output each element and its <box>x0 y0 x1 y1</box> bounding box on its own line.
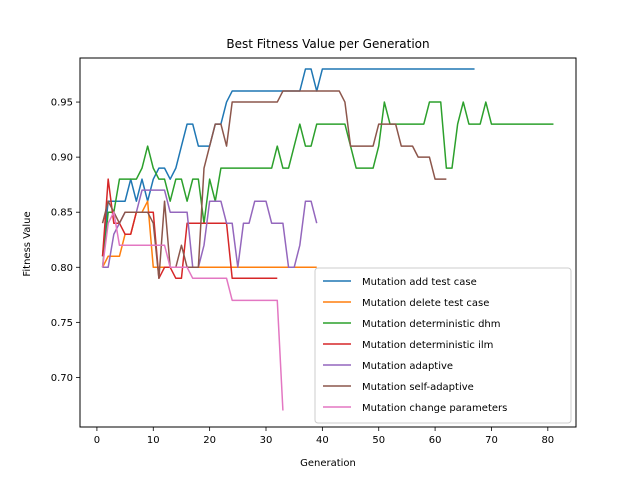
legend: Mutation add test case Mutation delete te… <box>314 267 572 424</box>
y-tick-label: 0.70 <box>51 373 73 384</box>
series-line-5 <box>101 90 447 280</box>
plot-area <box>101 68 554 411</box>
plot-frame <box>79 57 577 428</box>
legend-label: Mutation delete test case <box>362 298 489 309</box>
legend-label: Mutation adaptive <box>362 361 453 372</box>
y-tick-label: 0.75 <box>51 318 73 329</box>
x-tick-label: 40 <box>316 435 329 446</box>
y-axis-title: Fitness Value <box>22 211 33 276</box>
x-tick-label: 30 <box>260 435 273 446</box>
y-tick-label: 0.85 <box>51 208 73 219</box>
x-tick-label: 70 <box>485 435 498 446</box>
chart-title: Best Fitness Value per Generation <box>226 37 429 51</box>
legend-box <box>314 267 572 424</box>
legend-label: Mutation self-adaptive <box>362 382 474 393</box>
legend-label: Mutation add test case <box>362 277 477 288</box>
x-tick-label: 10 <box>147 435 160 446</box>
x-axis: 0 10 20 30 40 50 60 70 80 <box>94 427 554 446</box>
y-tick-label: 0.90 <box>51 153 73 164</box>
x-tick-label: 50 <box>372 435 385 446</box>
y-tick-label: 0.95 <box>51 98 73 109</box>
legend-label: Mutation change parameters <box>362 403 507 414</box>
legend-label: Mutation deterministic ilm <box>362 340 493 351</box>
y-tick-label: 0.80 <box>51 263 73 274</box>
x-tick-label: 60 <box>429 435 442 446</box>
x-tick-label: 0 <box>94 435 100 446</box>
y-axis: 0.70 0.75 0.80 0.85 0.90 0.95 <box>51 98 80 384</box>
x-tick-label: 80 <box>541 435 554 446</box>
series-line-6 <box>101 211 284 411</box>
x-tick-label: 20 <box>203 435 216 446</box>
series-line-3 <box>101 178 278 280</box>
x-axis-title: Generation <box>300 458 356 469</box>
series-line-2 <box>101 101 554 268</box>
series-line-0 <box>101 68 475 257</box>
legend-label: Mutation deterministic dhm <box>362 319 501 330</box>
series-line-4 <box>102 189 318 269</box>
